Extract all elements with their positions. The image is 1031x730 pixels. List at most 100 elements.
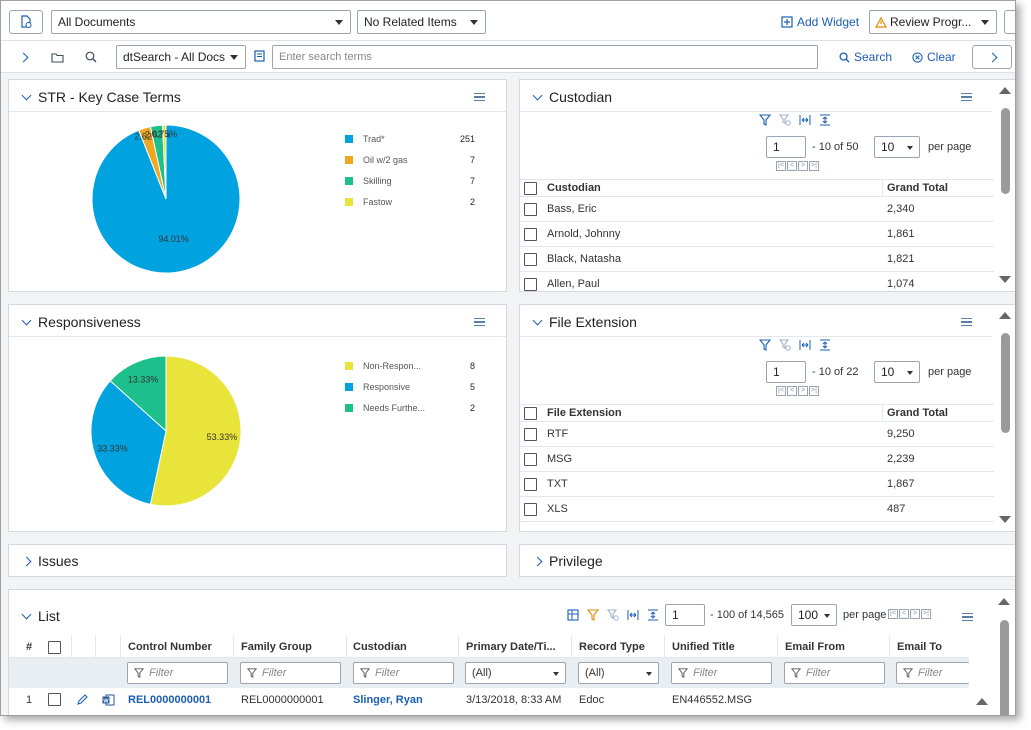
panel-header[interactable]: List: [21, 608, 60, 624]
search-input[interactable]: Enter search terms: [272, 45, 818, 69]
grid-settings-icon[interactable]: [567, 609, 579, 621]
per-page-select[interactable]: 10: [874, 136, 920, 158]
table-row[interactable]: TXT 1,867: [520, 472, 994, 497]
page-number-input[interactable]: 1: [665, 604, 705, 626]
panel-header[interactable]: STR - Key Case Terms: [21, 89, 181, 105]
prev-page-icon[interactable]: <: [787, 161, 797, 171]
row-checkbox[interactable]: [524, 453, 537, 466]
filter-custodian[interactable]: Filter: [353, 662, 454, 684]
scroll-thumb[interactable]: [1000, 620, 1009, 715]
scroll-thumb[interactable]: [1001, 333, 1010, 433]
row-checkbox[interactable]: [524, 503, 537, 516]
scroll-up-icon[interactable]: [999, 312, 1011, 319]
page-number-input[interactable]: 1: [766, 136, 806, 158]
scroll-down-icon[interactable]: [999, 516, 1011, 523]
clear-filter-icon[interactable]: [779, 114, 791, 126]
last-page-icon[interactable]: >|: [809, 161, 819, 171]
menu-icon[interactable]: [961, 93, 972, 101]
column-header-unified-title[interactable]: Unified Title: [672, 640, 735, 653]
column-header-email-from[interactable]: Email From: [785, 640, 845, 653]
table-row[interactable]: Arnold, Johnny 1,861: [520, 222, 994, 247]
menu-icon[interactable]: [474, 318, 485, 326]
table-row[interactable]: 1 W REL0000000001 REL0000000001 Slinger,…: [9, 688, 969, 712]
filter-record-type-select[interactable]: (All): [578, 662, 659, 684]
scroll-up-icon[interactable]: [998, 598, 1010, 605]
fit-rows-icon[interactable]: [819, 114, 831, 126]
filter-unified-title[interactable]: Filter: [671, 662, 772, 684]
legend-item[interactable]: Trad* 251: [345, 133, 475, 145]
per-page-select[interactable]: 100: [791, 604, 837, 626]
row-checkbox[interactable]: [524, 478, 537, 491]
table-row[interactable]: Bass, Eric 2,340: [520, 197, 994, 222]
folder-button[interactable]: [49, 49, 65, 65]
first-page-icon[interactable]: |<: [888, 609, 898, 619]
filter-email-from[interactable]: Filter: [784, 662, 885, 684]
next-page-icon[interactable]: >: [798, 386, 808, 396]
row-checkbox[interactable]: [524, 278, 537, 291]
panel-header[interactable]: File Extension: [532, 314, 637, 330]
scroll-down-icon[interactable]: [999, 276, 1011, 283]
column-header-record-type[interactable]: Record Type: [579, 640, 645, 653]
pie-slice[interactable]: [90, 380, 167, 505]
per-page-select[interactable]: 10: [874, 361, 920, 383]
last-page-icon[interactable]: >|: [809, 386, 819, 396]
column-header-email-to[interactable]: Email To: [897, 640, 943, 653]
menu-icon[interactable]: [474, 93, 485, 101]
clear-button[interactable]: Clear: [912, 50, 956, 64]
table-row[interactable]: RTF 9,250: [520, 422, 994, 447]
last-page-icon[interactable]: >|: [921, 609, 931, 619]
fit-columns-icon[interactable]: [799, 339, 811, 351]
next-page-icon[interactable]: >: [910, 609, 920, 619]
legend-item[interactable]: Needs Furthe... 2: [345, 402, 475, 414]
pie-slice[interactable]: [161, 124, 167, 200]
select-all-checkbox[interactable]: [524, 407, 537, 420]
legend-item[interactable]: Non-Respon... 8: [345, 360, 475, 372]
search-type-select[interactable]: dtSearch - All Docs: [116, 45, 246, 69]
panel-header[interactable]: Responsiveness: [21, 314, 141, 330]
panel-header[interactable]: Privilege: [532, 553, 603, 569]
scrollbar[interactable]: [998, 309, 1012, 529]
panel-header[interactable]: Issues: [21, 553, 78, 569]
new-document-button[interactable]: [9, 10, 43, 34]
menu-icon[interactable]: [961, 318, 972, 326]
row-checkbox[interactable]: [524, 228, 537, 241]
filter-icon[interactable]: [759, 114, 771, 126]
page-number-input[interactable]: 1: [766, 361, 806, 383]
select-all-checkbox[interactable]: [48, 641, 61, 654]
row-checkbox[interactable]: [524, 203, 537, 216]
row-checkbox[interactable]: [524, 253, 537, 266]
column-header-family-group[interactable]: Family Group: [241, 640, 312, 653]
scroll-to-top-icon[interactable]: [976, 698, 988, 705]
column-header-grand-total[interactable]: Grand Total: [887, 182, 948, 194]
scrollbar[interactable]: [997, 594, 1011, 715]
prev-page-icon[interactable]: <: [787, 386, 797, 396]
related-items-select[interactable]: No Related Items: [357, 10, 486, 34]
expand-sidebar-button[interactable]: [15, 49, 31, 65]
panel-header[interactable]: Custodian: [532, 89, 612, 105]
table-row[interactable]: Black, Natasha 1,821: [520, 247, 994, 272]
table-row[interactable]: XLS 487: [520, 497, 994, 522]
column-header-control-number[interactable]: Control Number: [128, 640, 212, 653]
scroll-thumb[interactable]: [1001, 108, 1010, 194]
fit-columns-icon[interactable]: [627, 609, 639, 621]
scrollbar[interactable]: [998, 84, 1012, 289]
fit-columns-icon[interactable]: [799, 114, 811, 126]
pie-slice[interactable]: [109, 355, 167, 433]
add-widget-button[interactable]: Add Widget: [781, 15, 859, 29]
filter-icon[interactable]: [759, 339, 771, 351]
review-progress-select[interactable]: Review Progr...: [869, 10, 997, 34]
row-checkbox[interactable]: [48, 693, 61, 706]
legend-item[interactable]: Responsive 5: [345, 381, 475, 393]
search-toggle-button[interactable]: [83, 49, 99, 65]
column-header-file-extension[interactable]: File Extension: [547, 407, 622, 419]
legend-item[interactable]: Skilling 7: [345, 175, 475, 187]
filter-email-to[interactable]: Filter: [896, 662, 969, 684]
control-number-link[interactable]: REL0000000001: [128, 694, 212, 706]
search-options-button[interactable]: [252, 49, 266, 63]
column-header-custodian[interactable]: Custodian: [547, 182, 601, 194]
prev-page-icon[interactable]: <: [899, 609, 909, 619]
filter-icon[interactable]: [587, 609, 599, 621]
row-checkbox[interactable]: [524, 428, 537, 441]
toolbar-overflow-button[interactable]: [1004, 10, 1015, 34]
clear-filter-icon[interactable]: [779, 339, 791, 351]
